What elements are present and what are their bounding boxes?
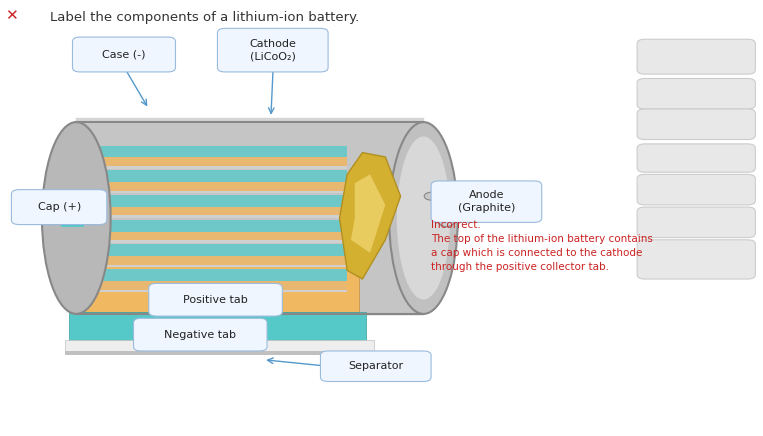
Polygon shape [84,170,347,182]
FancyBboxPatch shape [431,181,542,222]
Ellipse shape [42,122,111,314]
FancyBboxPatch shape [217,28,328,72]
Text: Incorrect.
The top of the lithium-ion battery contains
a cap which is connected : Incorrect. The top of the lithium-ion ba… [431,220,653,272]
FancyBboxPatch shape [637,78,755,109]
FancyBboxPatch shape [320,351,431,382]
Polygon shape [340,153,401,279]
Ellipse shape [437,209,456,227]
Text: Label the components of a lithium-ion battery.: Label the components of a lithium-ion ba… [50,11,359,24]
Text: Separator: Separator [348,361,404,371]
Polygon shape [84,166,347,169]
Text: Case (-): Case (-) [102,50,146,59]
Polygon shape [84,290,347,292]
Polygon shape [76,122,423,314]
FancyBboxPatch shape [11,190,107,225]
Polygon shape [84,245,347,256]
Polygon shape [84,269,347,281]
Text: Anode
(Graphite): Anode (Graphite) [458,191,515,213]
Polygon shape [84,182,347,191]
Polygon shape [84,281,347,290]
FancyBboxPatch shape [637,240,755,279]
Ellipse shape [397,136,450,300]
Ellipse shape [389,122,458,314]
FancyBboxPatch shape [637,39,755,74]
FancyBboxPatch shape [149,283,282,316]
Polygon shape [84,146,347,157]
Polygon shape [84,195,347,207]
Text: ✕: ✕ [5,8,18,23]
Polygon shape [84,265,347,267]
Polygon shape [84,232,347,240]
Polygon shape [84,215,347,218]
Polygon shape [84,157,347,166]
Text: Positive tab: Positive tab [183,295,248,305]
Polygon shape [84,220,347,232]
FancyBboxPatch shape [637,144,755,172]
Text: Negative tab: Negative tab [164,330,237,340]
FancyBboxPatch shape [134,318,267,351]
Polygon shape [84,191,347,193]
Polygon shape [84,207,347,215]
FancyBboxPatch shape [637,174,755,205]
Polygon shape [61,196,84,227]
Polygon shape [351,174,385,253]
Polygon shape [84,240,347,243]
Ellipse shape [424,192,438,200]
FancyBboxPatch shape [637,207,755,238]
Text: Cap (+): Cap (+) [37,202,81,212]
FancyBboxPatch shape [72,37,175,72]
Polygon shape [84,256,347,265]
Polygon shape [72,264,359,312]
FancyBboxPatch shape [637,109,755,140]
Polygon shape [65,340,374,351]
Polygon shape [69,312,366,340]
Polygon shape [65,351,374,355]
Text: Cathode
(LiCoO₂): Cathode (LiCoO₂) [250,39,296,61]
